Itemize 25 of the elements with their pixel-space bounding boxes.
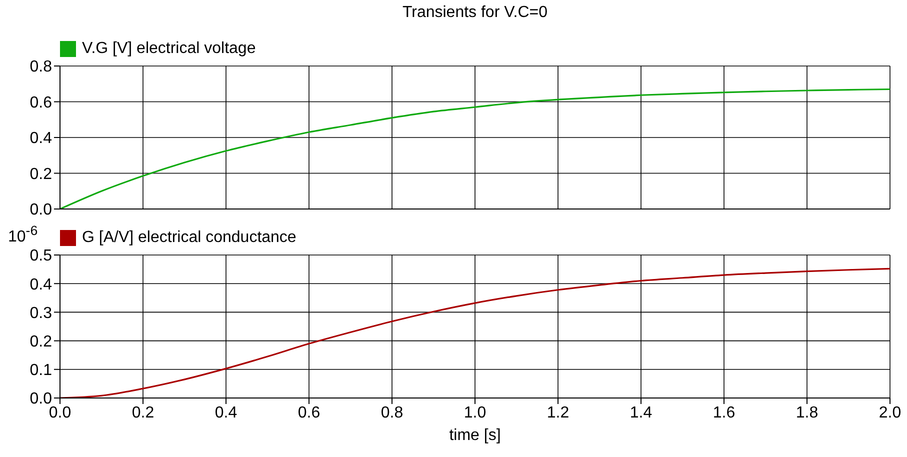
y-tick-label: 0.4 bbox=[30, 130, 52, 148]
x-tick-label: 2.0 bbox=[878, 404, 902, 422]
y-tick-label: 0.2 bbox=[30, 333, 52, 350]
y-tick-label: 0.4 bbox=[30, 276, 52, 294]
x-tick-label: 0.4 bbox=[214, 404, 238, 422]
y-tick-label: 0.6 bbox=[30, 94, 52, 112]
legend-label: G [A/V] electrical conductance bbox=[81, 229, 296, 247]
x-tick-label: 1.0 bbox=[464, 404, 486, 422]
x-tick-label: 0.6 bbox=[298, 404, 320, 422]
y-tick-label: 0.2 bbox=[30, 166, 52, 183]
y-tick-label: 0.1 bbox=[30, 362, 52, 380]
x-tick-label: 1.2 bbox=[546, 404, 570, 422]
x-tick-label: 1.8 bbox=[796, 404, 818, 422]
text: 10$^{-6}$ bbox=[8, 223, 38, 246]
y-tick-label: 0.0 bbox=[30, 202, 52, 219]
legend-label: V.G [V] electrical voltage bbox=[81, 40, 256, 58]
x-axis-title: time [s] bbox=[449, 427, 501, 444]
x-tick-label: 0.8 bbox=[380, 404, 404, 422]
x-tick-label: 1.6 bbox=[712, 404, 736, 422]
y-tick-label: 0.5 bbox=[30, 248, 52, 265]
y-tick-label: 0.3 bbox=[30, 304, 52, 322]
x-tick-label: 0.2 bbox=[132, 404, 154, 422]
x-tick-label: 1.4 bbox=[630, 404, 652, 422]
y-tick-label: 0.8 bbox=[30, 58, 52, 76]
chart-title: Transients for V.C=0 bbox=[401, 4, 549, 22]
